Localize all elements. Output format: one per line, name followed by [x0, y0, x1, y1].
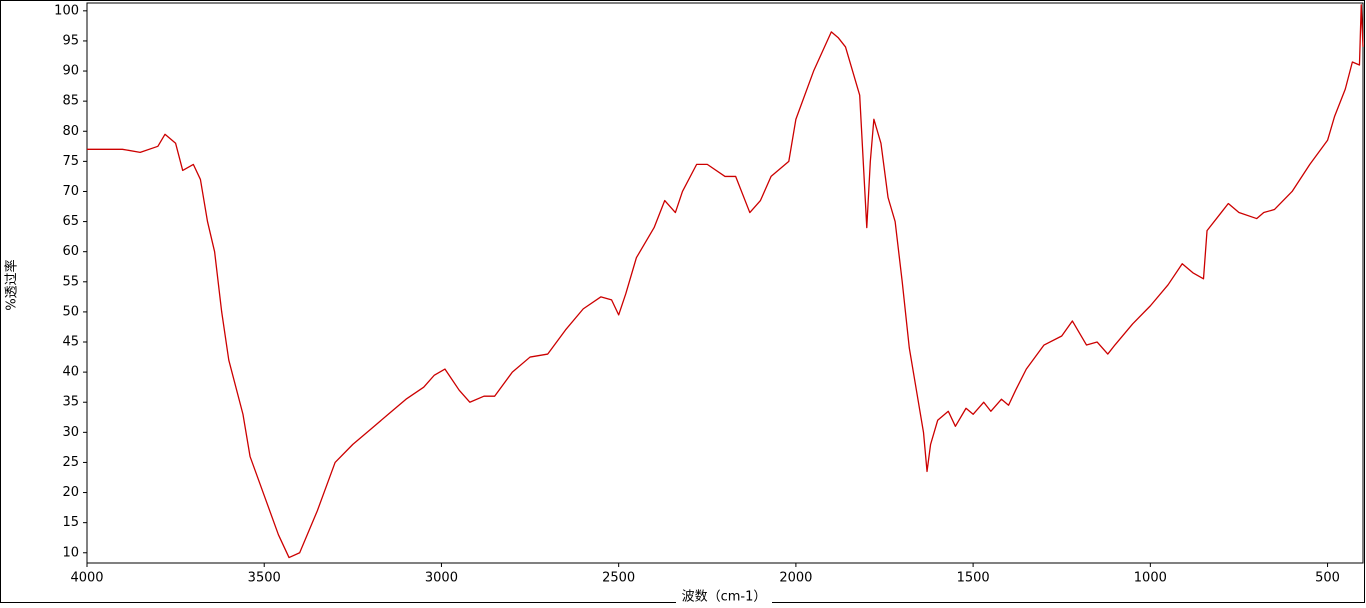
x-tick-label: 500	[1315, 571, 1340, 586]
x-tick-label: 1000	[1134, 571, 1167, 586]
y-tick-label: 50	[62, 304, 79, 319]
y-tick-label: 80	[62, 124, 79, 139]
x-tick-label: 4000	[70, 571, 103, 586]
y-tick-label: 45	[62, 335, 79, 350]
x-axis-label: 波数（cm-1）	[682, 590, 767, 605]
y-tick-label: 10	[62, 545, 79, 560]
y-tick-label: 85	[62, 94, 79, 109]
x-tick-label: 2500	[602, 571, 635, 586]
y-tick-label: 25	[62, 455, 79, 470]
x-tick-label: 2000	[779, 571, 812, 586]
label-background	[676, 588, 772, 606]
x-tick-label: 3500	[248, 571, 281, 586]
y-tick-label: 65	[62, 214, 79, 229]
y-tick-label: 75	[62, 154, 79, 169]
y-tick-label: 60	[62, 244, 79, 259]
y-tick-label: 70	[62, 184, 79, 199]
y-tick-label: 40	[62, 365, 79, 380]
y-tick-label: 100	[54, 3, 79, 18]
y-axis-label: %透过率	[4, 259, 20, 310]
y-tick-label: 15	[62, 515, 79, 530]
y-tick-label: 30	[62, 425, 79, 440]
spectrum-line	[87, 4, 1364, 559]
y-tick-label: 55	[62, 274, 79, 289]
x-tick-label: 1500	[957, 571, 990, 586]
y-tick-label: 20	[62, 485, 79, 500]
y-tick-label: 35	[62, 395, 79, 410]
y-tick-label: 95	[62, 33, 79, 48]
plot-area	[86, 2, 1364, 564]
x-tick-label: 3000	[425, 571, 458, 586]
y-tick-label: 90	[62, 64, 79, 79]
